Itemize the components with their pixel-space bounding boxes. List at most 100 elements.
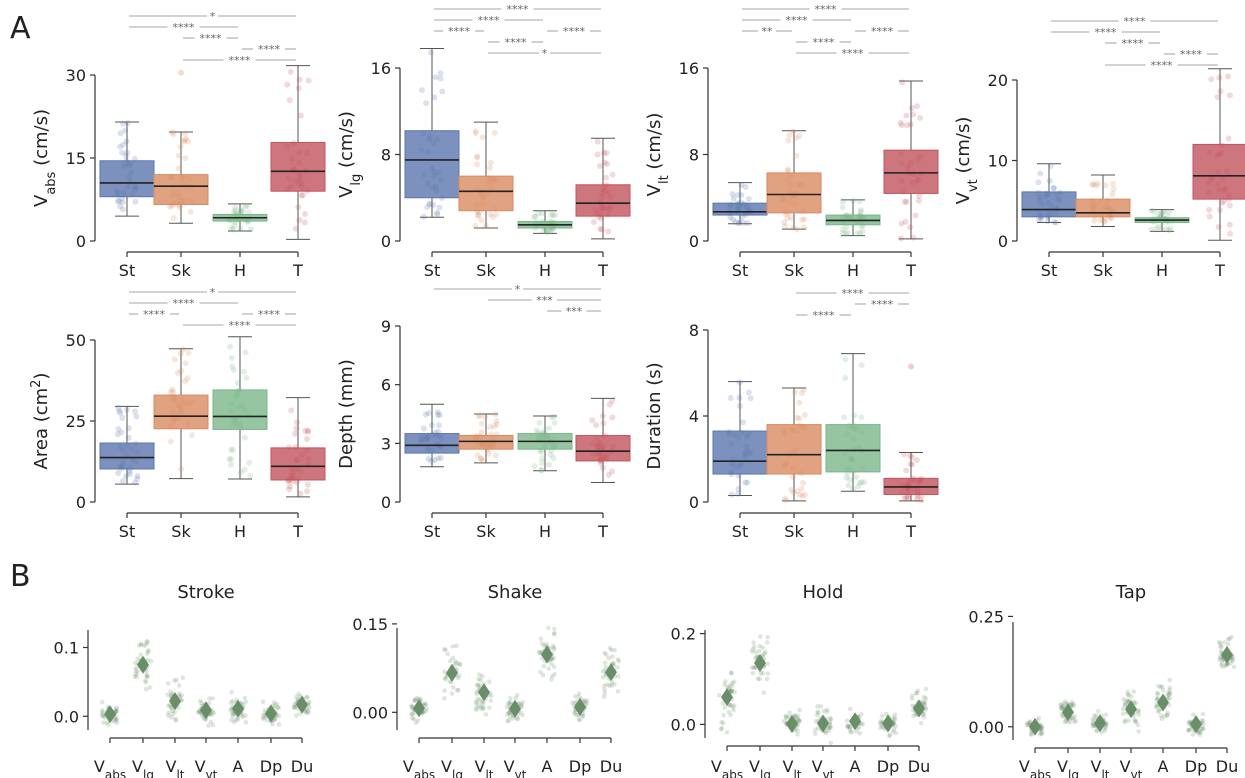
y-tick-label: 25 [66,412,86,431]
data-point [538,448,545,455]
data-point [729,688,734,694]
data-point [429,431,436,438]
data-point [911,476,918,483]
data-point [794,428,801,435]
data-point [536,419,543,426]
data-point [175,152,182,159]
data-point [546,461,553,468]
data-point [242,695,248,701]
data-point [305,456,312,463]
data-point [591,206,598,213]
data-point [538,669,543,675]
data-point [782,497,789,504]
y-axis-label: Vvt (cm/s) [953,117,981,205]
data-point [797,718,803,724]
data-point [226,456,233,463]
significance-label: **** [173,297,196,310]
data-point [898,122,905,129]
data-point [145,639,151,645]
x-tick-label: Du [908,757,930,776]
data-point [780,196,787,203]
data-point [604,682,610,687]
data-point [594,151,601,158]
data-point [425,456,432,463]
data-point [418,438,425,445]
data-point [292,702,297,707]
data-point [1039,724,1045,729]
box-iqr [153,174,209,205]
data-point [908,461,915,468]
data-point [573,694,578,699]
data-point [745,448,752,455]
data-point [539,219,546,226]
data-point [434,136,441,143]
data-point [824,709,830,715]
data-point [228,461,235,468]
data-point [844,229,851,236]
data-point [801,424,808,431]
data-point [899,160,906,167]
data-point [128,169,135,176]
data-point [479,440,486,447]
data-point [1224,167,1231,174]
data-point [741,201,748,208]
data-point [175,193,182,200]
data-point [475,682,480,688]
data-point [422,411,429,418]
data-point [827,721,833,727]
data-point [165,713,171,718]
data-point [747,395,754,402]
data-point [781,430,788,437]
x-tick-label-t: T [905,261,916,280]
data-point [728,703,733,708]
data-point [178,396,185,403]
data-point [231,222,238,229]
data-point [798,485,805,492]
data-point [99,712,105,717]
x-tick-label-sk: Sk [784,261,804,280]
data-point [731,431,738,438]
data-point [551,647,557,652]
data-point [1122,700,1128,705]
x-tick-label: Vvt [1120,757,1143,778]
data-point [487,424,494,431]
data-point [116,408,123,415]
feature-points [749,634,771,696]
data-point [409,711,414,717]
x-tick-label: Du [600,757,622,776]
data-point [848,216,855,223]
data-point [230,417,237,424]
data-point [781,463,788,470]
data-point [1165,690,1171,696]
y-tick-label: 20 [988,71,1008,90]
data-point [735,472,742,479]
data-point [1157,212,1164,219]
data-point [905,481,912,488]
data-point [306,709,312,715]
data-point [184,421,191,428]
data-point [413,720,419,726]
data-point [1197,730,1202,735]
data-point [796,713,801,719]
data-point [541,433,548,440]
data-point [1155,691,1161,697]
data-point [791,201,798,208]
data-point [184,375,191,382]
data-point [593,435,600,442]
data-point [436,422,443,429]
data-point [228,400,235,407]
mean-diamond [137,655,149,674]
data-point [892,712,898,717]
data-point [490,442,497,449]
data-point [1135,722,1141,728]
data-point [749,649,755,654]
data-point [112,716,118,722]
data-point [478,699,484,705]
data-point [303,436,310,443]
significance-label: **** [229,54,252,67]
data-point [539,455,546,462]
data-point [1148,226,1155,233]
data-point [799,493,806,500]
